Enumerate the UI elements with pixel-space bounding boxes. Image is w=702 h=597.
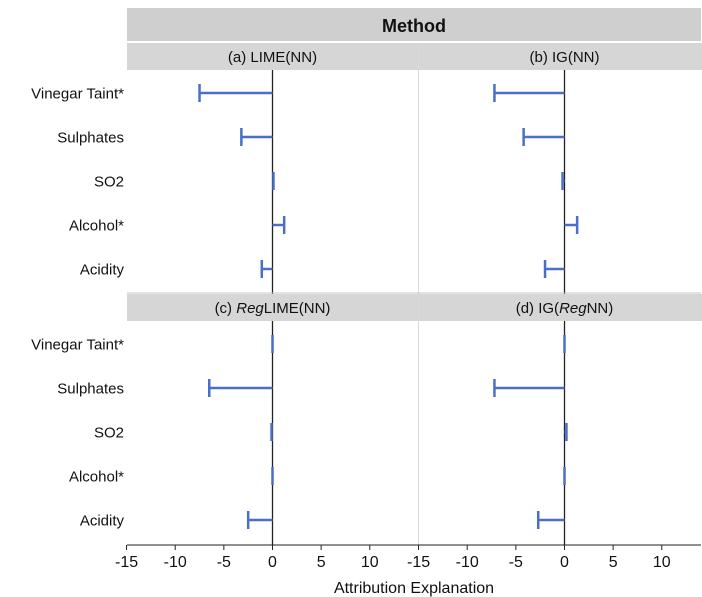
interval-bar <box>522 128 565 146</box>
interval-bar <box>493 84 565 102</box>
panels: (a) LIME(NN) (b) IG(NN)(c) RegLIME(NN) (d)… <box>127 43 702 545</box>
panel-title-italic: Reg <box>236 300 264 317</box>
panel-title-suffix: NN) <box>587 300 614 317</box>
interval-bar <box>240 128 273 146</box>
category-labels: Vinegar Taint* Sulphates SO2 Alcohol* Acidit… <box>31 86 124 530</box>
panel-title-italic: Reg <box>559 300 587 317</box>
panel-header-bg <box>127 43 418 70</box>
interval-bar <box>564 216 579 234</box>
interval-bar <box>536 511 565 529</box>
x-tick-label: 5 <box>317 554 326 571</box>
interval-bar <box>564 423 568 441</box>
method-title-bg <box>127 8 701 41</box>
x-axis: -15 -10 -5 0 5 10 -15 -10 -5 0 5 10 <box>115 544 701 571</box>
panel-title: (a) LIME(NN) <box>228 49 317 66</box>
category-label: Vinegar Taint* <box>31 86 124 103</box>
x-tick-label: -15 <box>407 554 430 571</box>
interval-bar <box>493 379 565 397</box>
x-tick-label: -10 <box>456 554 479 571</box>
x-axis-title: Attribution Explanation <box>334 580 494 597</box>
panel-title: (b) IG(NN) <box>529 49 599 66</box>
panel-header-bg <box>127 294 418 321</box>
panel-title-prefix: (a) <box>228 49 251 66</box>
panel-header-bg <box>419 43 702 70</box>
panel-title-suffix: LIME(NN) <box>264 300 331 317</box>
panel-title-suffix: NN) <box>573 49 600 66</box>
panel: (d) IG(RegNN) <box>419 294 702 545</box>
interval-bar <box>270 423 273 441</box>
category-label: Alcohol* <box>69 469 124 486</box>
x-tick-label: -5 <box>217 554 231 571</box>
panel-title: (d) IG(RegNN) <box>516 300 614 317</box>
chart-title: Method <box>382 16 446 36</box>
interval-bar <box>272 216 286 234</box>
category-label: Acidity <box>80 262 125 279</box>
x-tick-label: 10 <box>653 554 671 571</box>
x-tick-label: -10 <box>164 554 187 571</box>
panel: (a) LIME(NN) <box>127 43 418 294</box>
interval-bar <box>198 84 273 102</box>
x-tick-label: 0 <box>268 554 277 571</box>
panel-title-prefix: (b) IG( <box>529 49 572 66</box>
x-tick-label: 5 <box>609 554 618 571</box>
category-label: SO2 <box>94 174 124 191</box>
panel: (c) RegLIME(NN) <box>127 294 418 545</box>
panel-header-bg <box>419 294 702 321</box>
x-tick-label: -15 <box>115 554 138 571</box>
interval-bar <box>260 260 273 278</box>
category-label: Sulphates <box>57 130 124 147</box>
interval-bar <box>208 379 273 397</box>
panel-title: (c) RegLIME(NN) <box>215 300 331 317</box>
category-label: SO2 <box>94 425 124 442</box>
panel-title-prefix: (c) <box>215 300 237 317</box>
interval-bar <box>272 172 275 190</box>
category-label: Alcohol* <box>69 218 124 235</box>
panel-title-suffix: LIME(NN) <box>250 49 317 66</box>
category-label: Sulphates <box>57 381 124 398</box>
interval-bar <box>561 172 565 190</box>
x-tick-label: -5 <box>509 554 523 571</box>
interval-bar <box>543 260 565 278</box>
x-tick-label: 10 <box>361 554 379 571</box>
category-label: Acidity <box>80 513 125 530</box>
interval-bar <box>246 511 273 529</box>
category-label: Vinegar Taint* <box>31 337 124 354</box>
x-tick-label: 0 <box>560 554 569 571</box>
panel-title-prefix: (d) IG( <box>516 300 559 317</box>
panel: (b) IG(NN) <box>419 43 702 294</box>
